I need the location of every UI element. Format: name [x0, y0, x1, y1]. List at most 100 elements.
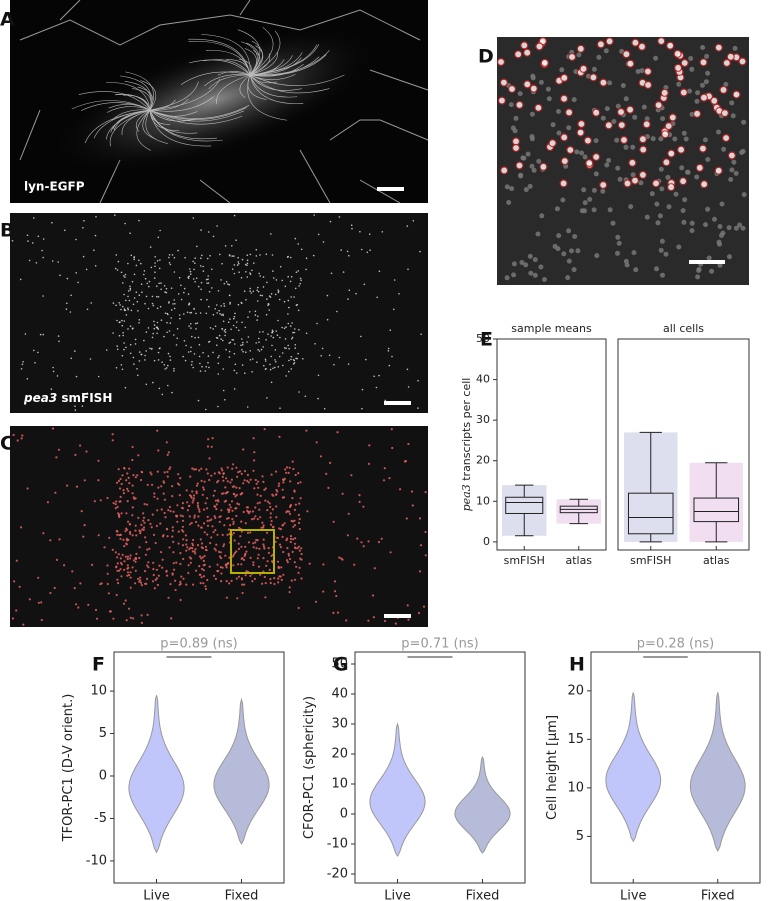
spot — [591, 187, 597, 193]
spot — [202, 569, 205, 572]
spot — [274, 540, 277, 544]
spot — [154, 255, 156, 258]
spot — [214, 505, 217, 508]
spot — [242, 350, 244, 353]
spot — [242, 448, 245, 451]
spot — [591, 207, 597, 213]
spot — [159, 229, 161, 232]
spot — [157, 296, 160, 298]
spot — [208, 305, 210, 308]
zoom-box — [230, 529, 275, 574]
spot — [124, 555, 127, 558]
spot — [515, 161, 524, 170]
spot — [203, 563, 206, 566]
spot — [236, 475, 239, 478]
spot — [245, 550, 248, 553]
panel-letter: C — [0, 433, 14, 455]
spot — [270, 554, 273, 558]
fiber — [247, 74, 288, 121]
spot — [340, 557, 343, 560]
spot — [106, 572, 109, 575]
spot — [158, 387, 161, 390]
fiber — [149, 109, 223, 142]
spot — [232, 492, 235, 495]
spot — [244, 263, 247, 266]
spot — [129, 232, 131, 234]
spot — [513, 115, 519, 121]
spot — [297, 606, 300, 610]
spot — [121, 368, 124, 371]
spot — [194, 548, 197, 551]
spot — [140, 283, 143, 286]
spot — [523, 80, 532, 89]
spot — [129, 554, 132, 557]
spot — [232, 522, 235, 526]
spot — [638, 135, 648, 144]
spot — [95, 216, 97, 218]
spot — [716, 239, 722, 245]
spot — [271, 254, 274, 256]
spot — [616, 240, 622, 246]
spot — [702, 137, 708, 143]
spot — [218, 334, 221, 337]
spot — [695, 163, 704, 172]
spot — [151, 483, 154, 486]
spot — [144, 570, 147, 573]
spot — [57, 448, 61, 451]
spot — [244, 574, 247, 577]
spot — [275, 361, 277, 363]
spot — [275, 493, 278, 496]
spot — [566, 228, 572, 234]
spot — [222, 545, 225, 548]
spot — [615, 103, 621, 109]
spot — [40, 601, 43, 604]
violin — [213, 697, 270, 845]
spot — [709, 268, 715, 274]
spot — [305, 268, 307, 271]
spot — [165, 291, 168, 294]
spot — [140, 478, 143, 482]
spot — [211, 287, 213, 289]
fiber — [247, 74, 267, 100]
spot — [205, 468, 208, 471]
spot — [338, 556, 341, 559]
spot — [49, 539, 52, 542]
spot — [133, 258, 135, 261]
fiber — [78, 91, 151, 111]
spot — [178, 314, 181, 316]
spot — [231, 555, 234, 558]
spot — [300, 577, 303, 580]
spot — [163, 498, 166, 501]
fiber — [149, 99, 176, 111]
spot — [169, 583, 172, 586]
box — [505, 496, 544, 514]
spot — [120, 364, 123, 366]
spot — [75, 375, 78, 378]
spot — [235, 239, 237, 241]
spot — [288, 347, 290, 350]
spot — [202, 352, 204, 354]
spot — [188, 325, 190, 327]
spot — [253, 451, 256, 454]
spot — [295, 565, 298, 568]
spot — [35, 262, 38, 264]
spot — [181, 515, 184, 518]
spot — [198, 469, 201, 472]
spot — [688, 56, 694, 61]
spot — [566, 145, 575, 155]
spot — [69, 311, 72, 313]
spot — [188, 548, 191, 551]
spot — [169, 355, 171, 358]
spot — [398, 293, 400, 295]
spot — [274, 293, 277, 296]
spot — [42, 256, 44, 259]
spot — [356, 537, 359, 540]
spot — [596, 40, 606, 49]
spot — [208, 478, 211, 482]
spot — [322, 241, 325, 243]
spot — [265, 339, 267, 341]
spot — [312, 254, 315, 257]
spot — [199, 362, 201, 365]
spot — [81, 405, 84, 407]
subplot-title: all cells — [663, 322, 704, 335]
